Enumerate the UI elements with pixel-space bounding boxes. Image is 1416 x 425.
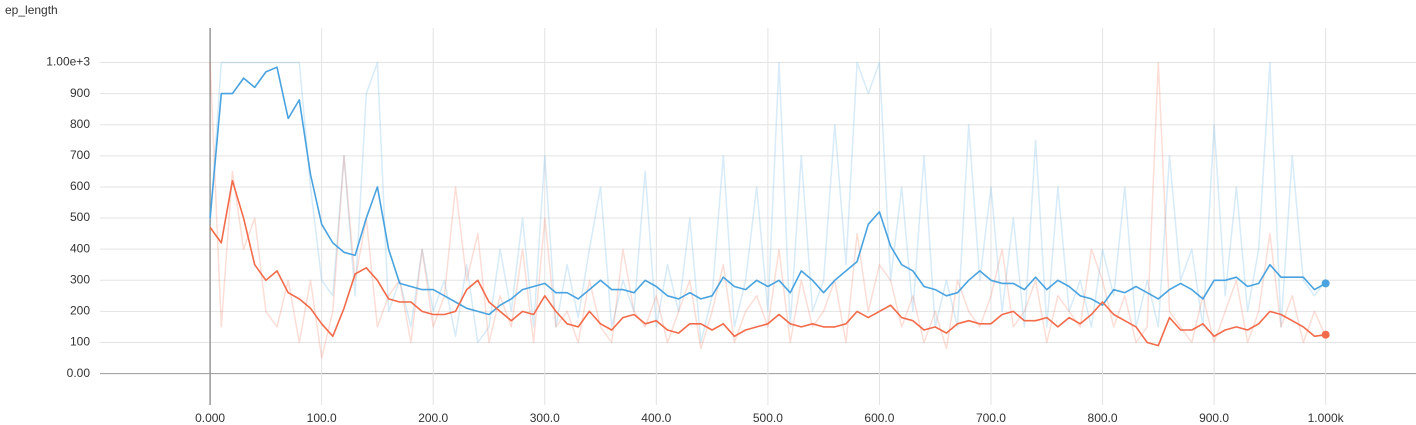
chart-title: ep_length <box>5 3 58 17</box>
x-tick-label: 300.0 <box>530 411 560 425</box>
x-tick-label: 500.0 <box>753 411 783 425</box>
last-point <box>1321 279 1330 288</box>
x-tick-label: 1.000k <box>1308 411 1345 425</box>
x-tick-label: 100.0 <box>307 411 337 425</box>
y-tick-label: 0.00 <box>67 366 91 380</box>
x-tick-label: 400.0 <box>641 411 671 425</box>
series-line <box>209 61 1327 359</box>
y-tick-label: 500 <box>70 210 90 224</box>
x-tick-label: 600.0 <box>864 411 894 425</box>
x-tick-label: 800.0 <box>1088 411 1118 425</box>
x-tick-label: 200.0 <box>418 411 448 425</box>
y-tick-label: 900 <box>70 86 90 100</box>
y-tick-label: 800 <box>70 117 90 131</box>
y-tick-label: 200 <box>70 304 90 318</box>
y-tick-label: 400 <box>70 241 90 255</box>
y-tick-label: 300 <box>70 272 90 286</box>
y-tick-label: 600 <box>70 179 90 193</box>
series-line <box>209 66 1326 316</box>
x-tick-label: 0.000 <box>195 411 225 425</box>
x-tick-label: 900.0 <box>1199 411 1229 425</box>
series-line <box>209 61 1327 344</box>
y-tick-label: 700 <box>70 148 90 162</box>
y-tick-label: 100 <box>70 335 90 349</box>
y-tick-label: 1.00e+3 <box>46 55 90 69</box>
x-tick-label: 700.0 <box>976 411 1006 425</box>
last-point <box>1321 330 1330 339</box>
series-line <box>209 179 1326 347</box>
